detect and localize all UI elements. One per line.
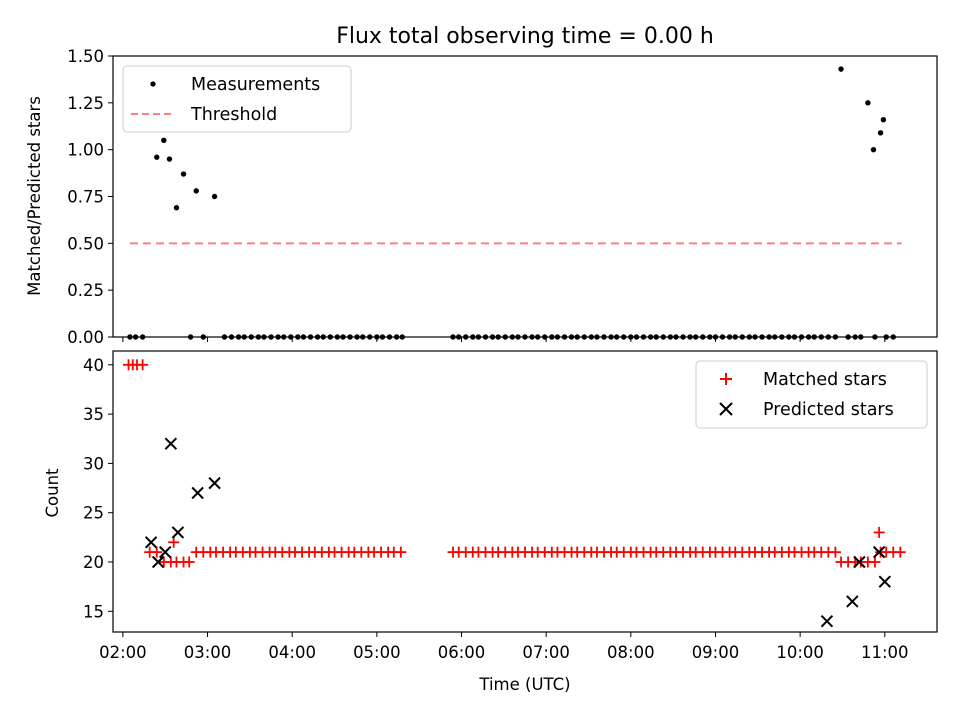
- top-y-tick-label: 1.25: [67, 94, 104, 113]
- measurement-point: [838, 66, 844, 72]
- matched-star-point: [395, 546, 407, 558]
- predicted-star-point: [878, 575, 892, 588]
- top-legend: Measurements Threshold: [122, 65, 352, 133]
- matched-star-point: [894, 546, 906, 558]
- bottom-x-tick-label: 05:00: [353, 643, 401, 662]
- top-y-tick-label: 0.00: [67, 328, 104, 347]
- measurement-point: [173, 205, 180, 211]
- bottom-x-tick-label: 09:00: [692, 643, 740, 662]
- legend-threshold-label: Threshold: [190, 105, 277, 125]
- bottom-x-tick-label: 02:00: [99, 643, 147, 662]
- bottom-x-tick-label: 06:00: [438, 643, 486, 662]
- top-legend-box: [122, 65, 352, 133]
- bottom-y-tick-label: 35: [83, 405, 104, 424]
- predicted-star-point: [144, 536, 158, 549]
- measurement-point: [880, 116, 887, 123]
- top-y-tick-label: 0.25: [67, 281, 104, 300]
- predicted-star-point: [208, 476, 221, 490]
- bottom-y-tick-label: 40: [83, 356, 104, 375]
- measurement-point: [211, 193, 218, 200]
- legend-matched-label: Matched stars: [763, 370, 887, 390]
- top-x-ticks: [122, 337, 886, 342]
- bottom-x-tick-label: 11:00: [861, 643, 909, 662]
- bottom-y-tick-label: 25: [83, 504, 104, 523]
- measurement-point: [870, 146, 877, 153]
- measurement-point: [166, 156, 173, 162]
- bottom-y-tick-label: 15: [83, 602, 104, 621]
- matched-star-point: [183, 556, 195, 568]
- bottom-y-tick-label: 30: [83, 454, 104, 473]
- top-y-axis-title: Matched/Predicted stars: [25, 96, 44, 296]
- measurement-point: [877, 130, 884, 136]
- predicted-star-point: [158, 545, 172, 559]
- legend-predicted-marker: [719, 402, 733, 416]
- predicted-star-point: [872, 545, 886, 559]
- bottom-x-tick-label: 03:00: [184, 643, 232, 662]
- bottom-x-tick-label: 08:00: [607, 643, 655, 662]
- measurement-point: [193, 188, 199, 194]
- bottom-y-axis-title: Count: [43, 468, 62, 518]
- matched-star-point: [829, 546, 841, 558]
- predicted-star-point: [846, 595, 859, 608]
- predicted-star-point: [171, 526, 185, 539]
- top-y-tick-label: 1.00: [67, 141, 104, 160]
- legend-predicted-label: Predicted stars: [763, 400, 894, 420]
- bottom-plot-area: [123, 359, 906, 628]
- bottom-panel: Count Time (UTC) 15 20 25 30 35 40 02:00 03:00…: [43, 350, 938, 694]
- legend-measurements-label: Measurements: [191, 75, 320, 95]
- chart-title: Flux total observing time = 0.00 h: [336, 24, 714, 49]
- top-y-ticks: 0.00 0.25 0.50 0.75 1.00 1.25 1.50: [67, 47, 113, 347]
- predicted-star-point: [164, 437, 178, 450]
- matched-star-point: [151, 546, 163, 558]
- legend-measurements-marker: [150, 81, 156, 87]
- bottom-x-tick-label: 10:00: [776, 643, 824, 662]
- matched-star-point: [873, 526, 885, 538]
- predicted-star-point: [853, 555, 866, 569]
- bottom-y-tick-label: 20: [83, 553, 104, 572]
- measurement-point: [154, 154, 160, 160]
- top-y-tick-label: 0.75: [67, 188, 104, 207]
- measurement-point: [865, 100, 871, 106]
- bottom-legend: Matched stars Predicted stars: [695, 360, 928, 429]
- measurement-point: [161, 137, 167, 143]
- bottom-y-ticks: 15 20 25 30 35 40: [83, 356, 113, 621]
- top-panel: Flux total observing time = 0.00 h Match…: [25, 24, 938, 347]
- top-y-tick-label: 0.50: [67, 234, 104, 253]
- legend-matched-marker: [720, 373, 732, 385]
- predicted-star-point: [191, 486, 204, 500]
- bottom-x-ticks: 02:00 03:00 04:00 05:00 06:00 07:00 08:00 09:00…: [99, 632, 909, 662]
- bottom-x-axis-title: Time (UTC): [478, 675, 570, 694]
- bottom-legend-box: [695, 360, 928, 429]
- matched-star-point: [869, 556, 881, 568]
- predicted-star-point: [151, 555, 165, 569]
- top-y-tick-label: 1.50: [67, 47, 104, 66]
- bottom-axes-frame: [112, 350, 938, 633]
- bottom-x-tick-label: 04:00: [268, 643, 316, 662]
- bottom-x-tick-label: 07:00: [522, 643, 570, 662]
- matched-star-point: [137, 359, 149, 371]
- predicted-star-point: [820, 614, 834, 628]
- measurement-point: [180, 171, 187, 177]
- matched-star-point: [168, 536, 180, 548]
